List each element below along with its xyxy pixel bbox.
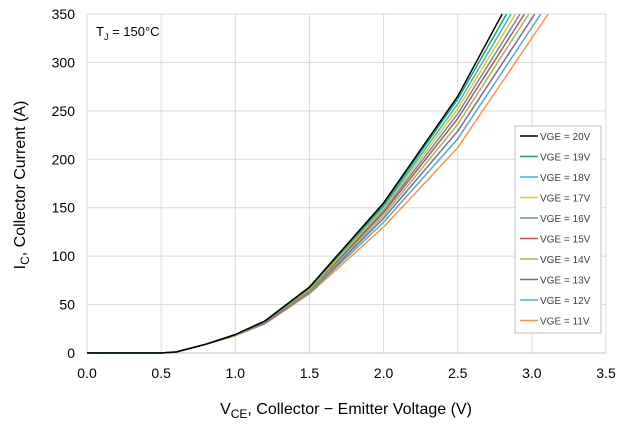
x-tick-label: 1.5 (300, 365, 320, 381)
legend-label: VGE = 12V (540, 296, 591, 307)
legend-label: VGE = 14V (540, 255, 591, 266)
x-tick-label: 0.0 (77, 365, 97, 381)
y-tick-label: 0 (67, 345, 75, 361)
legend-label: VGE = 20V (540, 132, 591, 143)
series-line (87, 13, 536, 354)
series-line (87, 13, 503, 354)
x-tick-label: 1.0 (226, 365, 246, 381)
series-layer (87, 13, 549, 354)
y-tick-label: 300 (52, 54, 76, 70)
series-line (87, 13, 526, 354)
series-line (87, 13, 521, 354)
legend-label: VGE = 16V (540, 214, 591, 225)
y-tick-label: 250 (52, 103, 76, 119)
legend-label: VGE = 13V (540, 276, 591, 287)
legend-label: VGE = 11V (540, 317, 590, 328)
x-tick-label: 2.5 (448, 365, 468, 381)
y-tick-label: 50 (59, 297, 75, 313)
y-tick-label: 200 (52, 151, 76, 167)
legend-label: VGE = 19V (540, 153, 591, 164)
series-line (87, 13, 549, 354)
series-line (87, 13, 512, 354)
grid-lines (86, 13, 607, 354)
legend-label: VGE = 17V (540, 194, 591, 205)
y-tick-labels: 0 50 100 150 200 250 300 350 (52, 6, 76, 361)
y-axis-title: IC, Collector Current (A) (12, 101, 32, 270)
temperature-annotation: TJ = 150°C (96, 24, 160, 42)
x-axis-title: VCE, Collector − Emitter Voltage (V) (220, 401, 472, 421)
x-tick-labels: 0.0 0.5 1.0 1.5 2.0 2.5 3.0 3.5 (77, 365, 616, 381)
series-line (87, 13, 542, 354)
y-tick-label: 100 (52, 248, 76, 264)
x-tick-label: 3.5 (596, 365, 616, 381)
legend: VGE = 20V VGE = 19V VGE = 18V VGE = 17V VGE … (514, 125, 602, 334)
x-tick-label: 0.5 (151, 365, 171, 381)
series-line (87, 13, 530, 354)
x-tick-label: 3.0 (522, 365, 542, 381)
y-tick-label: 150 (52, 200, 76, 216)
legend-label: VGE = 18V (540, 173, 591, 184)
legend-box (514, 125, 602, 334)
legend-label: VGE = 15V (540, 235, 591, 246)
x-tick-label: 2.0 (374, 365, 394, 381)
series-line (87, 13, 517, 354)
y-tick-label: 350 (52, 6, 76, 22)
